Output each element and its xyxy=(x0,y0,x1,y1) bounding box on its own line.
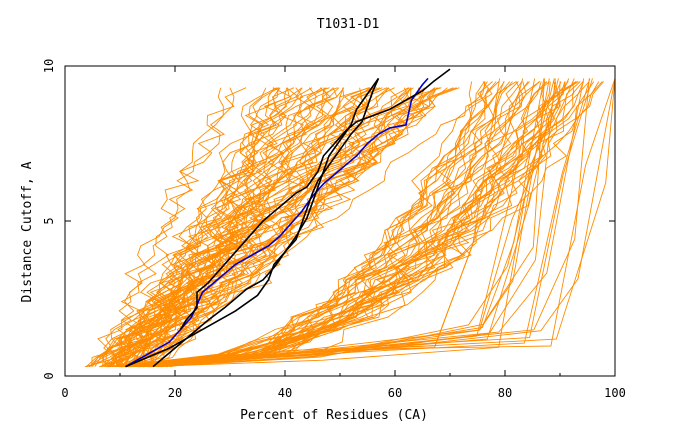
model-curve xyxy=(129,81,517,368)
model-curve xyxy=(121,81,595,368)
y-tick-label: 0 xyxy=(42,372,56,379)
model-curve xyxy=(123,87,390,367)
model-curve xyxy=(150,81,530,368)
x-tick-label: 40 xyxy=(278,386,292,400)
x-axis: 0 20 40 60 80 100 xyxy=(61,66,626,400)
model-curve xyxy=(115,81,578,368)
model-curve xyxy=(143,81,473,368)
model-curve xyxy=(166,81,523,368)
model-curve xyxy=(108,87,278,367)
model-curve xyxy=(88,87,330,368)
model-curve xyxy=(85,87,345,368)
model-curve xyxy=(149,78,550,368)
model-curve xyxy=(127,81,562,368)
highlight-series-3 xyxy=(125,78,380,368)
model-curve xyxy=(116,87,279,367)
model-curve xyxy=(147,87,490,368)
model-curve xyxy=(86,87,371,368)
model-curve xyxy=(92,87,247,367)
model-curve xyxy=(116,87,338,367)
model-curve xyxy=(129,87,328,367)
model-curve xyxy=(117,87,318,367)
model-curve xyxy=(97,87,224,367)
model-curve xyxy=(99,87,303,368)
highlight-series-4 xyxy=(179,68,451,330)
x-tick-label: 0 xyxy=(61,386,68,400)
highlight-curves xyxy=(125,68,451,368)
x-tick-label: 80 xyxy=(498,386,512,400)
y-tick-label: 10 xyxy=(42,59,56,73)
model-curve xyxy=(114,87,338,368)
model-curve xyxy=(91,87,235,367)
model-curve xyxy=(157,78,545,368)
model-curve xyxy=(88,87,364,368)
model-curve xyxy=(111,87,323,367)
model-curve xyxy=(149,87,438,367)
model-curve xyxy=(108,87,409,368)
y-tick-label: 5 xyxy=(42,217,56,224)
model-curve xyxy=(101,87,436,368)
model-curve xyxy=(142,87,288,367)
model-curve xyxy=(140,87,426,368)
model-curve xyxy=(148,87,460,368)
model-curve xyxy=(128,87,334,367)
model-curve xyxy=(149,81,513,368)
y-axis-label: Distance Cutoff, A xyxy=(20,161,35,302)
model-curve xyxy=(126,87,290,368)
model-curve xyxy=(160,81,523,368)
model-curve xyxy=(128,81,493,368)
model-curve xyxy=(120,81,590,368)
model-curve xyxy=(154,81,603,368)
model-curve xyxy=(128,87,281,368)
x-tick-label: 20 xyxy=(168,386,182,400)
model-curves xyxy=(84,78,616,368)
model-curve xyxy=(124,87,438,368)
model-curve xyxy=(140,87,454,368)
model-curve xyxy=(142,81,550,368)
model-curve xyxy=(132,81,585,368)
y-axis: 0 5 10 xyxy=(42,59,615,380)
model-curve xyxy=(152,81,551,368)
model-curve xyxy=(121,81,527,368)
chart-title: T1031-D1 xyxy=(317,17,380,32)
model-curve xyxy=(157,78,524,368)
model-curve xyxy=(107,87,369,368)
model-curve xyxy=(146,81,604,368)
model-curve xyxy=(118,81,511,368)
model-curve xyxy=(144,78,585,368)
x-axis-label: Percent of Residues (CA) xyxy=(240,408,428,423)
model-curve xyxy=(119,81,497,368)
model-curve xyxy=(108,87,280,367)
x-tick-label: 60 xyxy=(388,386,402,400)
x-tick-label: 100 xyxy=(604,386,626,400)
model-curve xyxy=(160,78,555,368)
model-curve xyxy=(169,81,485,368)
model-curve xyxy=(147,78,570,368)
